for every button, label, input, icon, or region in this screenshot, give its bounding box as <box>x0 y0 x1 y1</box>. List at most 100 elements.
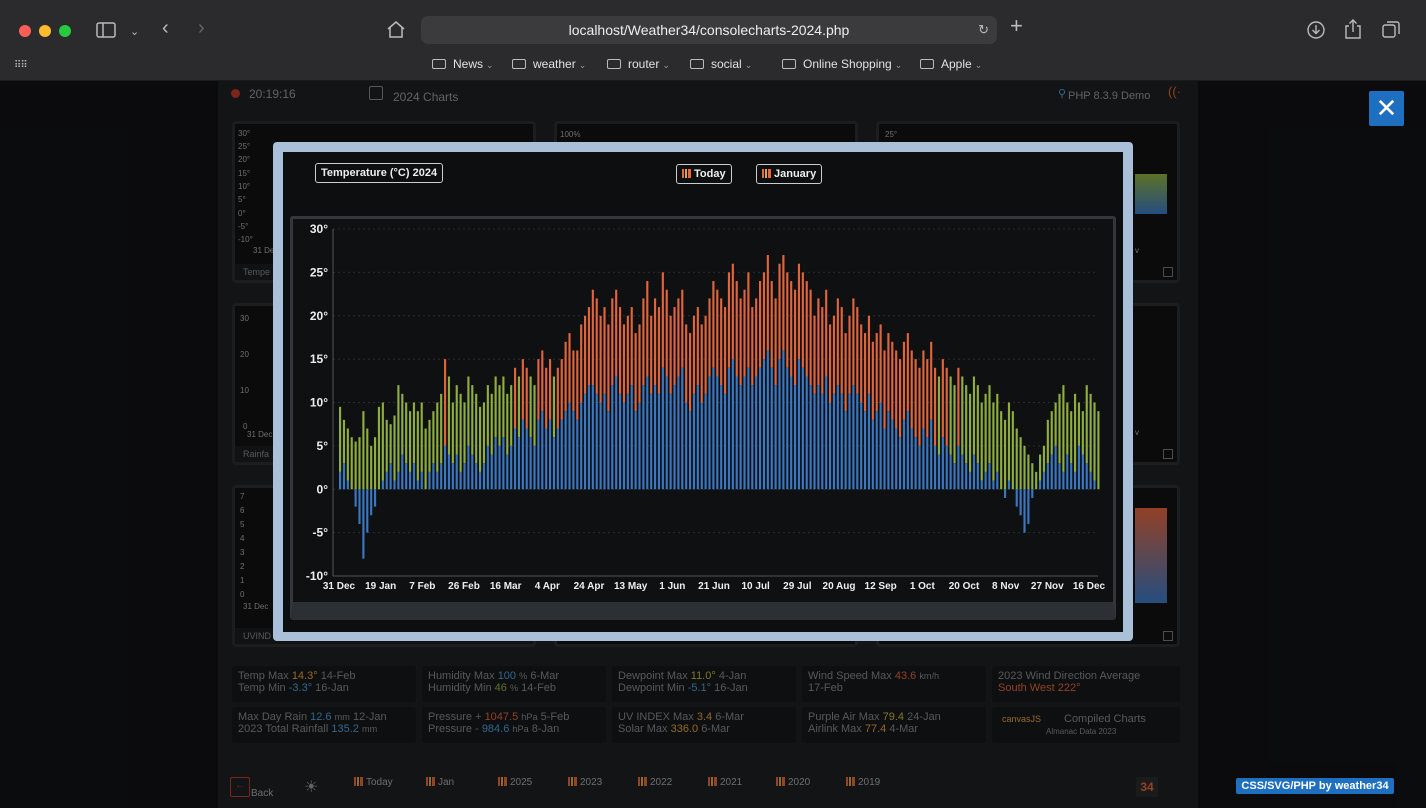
max-bar <box>1019 437 1022 490</box>
max-bar <box>976 385 979 464</box>
sun-icon[interactable]: ☀ <box>304 779 319 796</box>
back-arrow-icon[interactable]: ← <box>230 777 250 797</box>
max-bar <box>549 359 552 420</box>
x-tick-label: 1 Oct <box>910 581 936 592</box>
folder-icon <box>432 59 446 69</box>
footer-2020-button[interactable]: 2020 <box>776 777 810 788</box>
max-bar <box>1007 402 1011 481</box>
min-bar <box>615 376 618 490</box>
max-bar <box>720 298 723 386</box>
chevron-down-icon[interactable]: ⌄ <box>130 26 140 38</box>
chart-icon <box>682 169 691 178</box>
home-icon[interactable] <box>386 20 406 42</box>
min-bar <box>871 419 874 490</box>
min-bar <box>529 437 532 490</box>
back-button[interactable]: Back <box>251 788 274 799</box>
expand-icon[interactable] <box>1163 449 1173 459</box>
max-bar <box>381 402 384 481</box>
mini-bars <box>1135 174 1167 214</box>
downloads-icon[interactable] <box>1307 21 1325 43</box>
min-bar <box>992 480 995 490</box>
min-bar <box>751 385 754 490</box>
footer-jan-button[interactable]: Jan <box>426 777 454 788</box>
min-bar <box>525 428 528 490</box>
bookmark-social[interactable]: social ⌄ <box>690 56 752 73</box>
max-bar <box>409 411 412 472</box>
footer-2019-button[interactable]: 2019 <box>846 777 880 788</box>
close-window-button[interactable] <box>19 25 31 37</box>
min-bar <box>354 489 357 507</box>
max-bar <box>482 402 486 464</box>
max-bar <box>755 298 758 377</box>
max-bar <box>440 393 443 464</box>
min-bar <box>727 367 731 490</box>
min-bar <box>887 411 890 490</box>
weather34-credit[interactable]: CSS/SVG/PHP by weather34 <box>1236 778 1394 794</box>
min-bar <box>409 471 412 490</box>
min-bar <box>591 385 594 490</box>
today-button[interactable]: Today <box>676 164 732 184</box>
max-bar <box>1011 411 1014 490</box>
min-bar <box>910 428 913 490</box>
max-bar <box>969 393 972 472</box>
grid-apps-icon[interactable]: ⠿⠿ <box>14 60 28 71</box>
bookmark-weather[interactable]: weather ⌄ <box>512 56 586 73</box>
weather34-badge[interactable]: 34 <box>1136 777 1158 797</box>
min-bar <box>549 419 552 490</box>
zoom-window-button[interactable] <box>59 25 71 37</box>
max-bar <box>809 289 812 386</box>
reload-icon[interactable]: ↻ <box>978 22 989 37</box>
footer-2021-button[interactable]: 2021 <box>708 777 742 788</box>
share-icon[interactable] <box>1345 19 1361 43</box>
chart-modal: Temperature (°C) 2024 Today January 30° 2… <box>273 142 1133 641</box>
min-bar <box>883 428 886 490</box>
bookmark-online-shopping[interactable]: Online Shopping ⌄ <box>782 56 902 73</box>
forward-arrow-icon[interactable]: › <box>198 17 205 39</box>
max-bar <box>1039 454 1042 481</box>
max-bar <box>642 298 645 386</box>
max-bar <box>961 376 964 455</box>
max-bar <box>572 350 575 412</box>
sidebar-icon[interactable] <box>96 22 116 42</box>
bookmark-router[interactable]: router ⌄ <box>607 56 670 73</box>
min-bar <box>412 463 416 490</box>
close-modal-button[interactable]: ✕ <box>1369 91 1404 126</box>
max-bar <box>914 359 917 438</box>
max-bar <box>766 255 769 351</box>
min-bar <box>366 489 369 533</box>
bookmark-apple[interactable]: Apple ⌄ <box>920 56 982 73</box>
min-bar <box>712 367 715 490</box>
max-bar <box>494 376 497 438</box>
back-arrow-icon[interactable]: ‹ <box>162 17 169 39</box>
max-bar <box>595 298 598 394</box>
folder-icon <box>782 59 796 69</box>
footer-today-button[interactable]: Today <box>354 777 393 788</box>
new-tab-icon[interactable]: + <box>1010 13 1023 38</box>
tabs-overview-icon[interactable] <box>1382 21 1400 43</box>
min-bar <box>459 471 462 490</box>
min-bar <box>945 445 948 490</box>
expand-icon[interactable] <box>1163 631 1173 641</box>
max-bar <box>486 385 489 446</box>
footer-2022-button[interactable]: 2022 <box>638 777 672 788</box>
january-button[interactable]: January <box>756 164 823 184</box>
address-bar[interactable]: localhost/Weather34/consolecharts-2024.p… <box>421 16 997 44</box>
bookmark-news[interactable]: News ⌄ <box>432 56 494 73</box>
stat-rain: Max Day Rain 12.6 mm 12-Jan 2023 Total R… <box>232 707 416 743</box>
folder-icon <box>920 59 934 69</box>
min-bar <box>1046 463 1049 490</box>
expand-icon[interactable] <box>1163 267 1173 277</box>
x-tick-label: 16 Mar <box>490 581 522 592</box>
max-bar <box>829 324 832 403</box>
minimize-window-button[interactable] <box>39 25 51 37</box>
min-bar <box>584 393 587 490</box>
max-bar <box>992 402 995 481</box>
max-bar <box>1081 411 1084 455</box>
x-tick-label: 26 Feb <box>448 581 480 592</box>
max-bar <box>790 281 793 377</box>
min-bar <box>517 437 521 490</box>
max-bar <box>556 367 559 429</box>
min-bar <box>342 463 346 490</box>
footer-2025-button[interactable]: 2025 <box>498 777 532 788</box>
footer-2023-button[interactable]: 2023 <box>568 777 602 788</box>
